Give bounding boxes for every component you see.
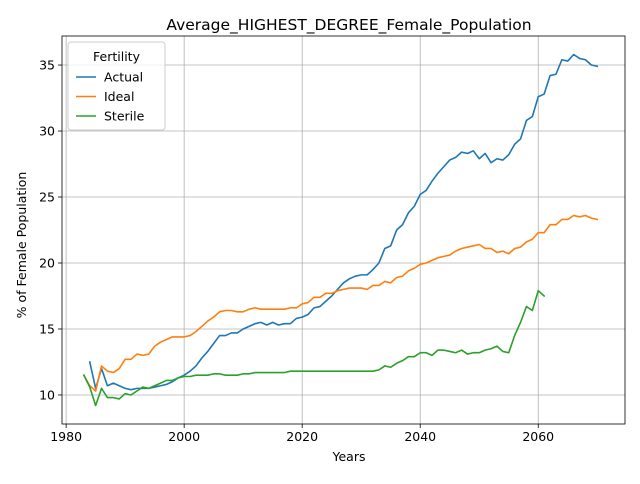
chart-title: Average_HIGHEST_DEGREE_Female_Population <box>166 16 531 35</box>
y-tick-label: 20 <box>39 255 55 270</box>
chart-legend: Fertility Actual Ideal Sterile <box>67 41 166 131</box>
x-tick-label: 1980 <box>50 429 82 444</box>
y-tick-label: 10 <box>39 387 55 402</box>
y-tick-label: 30 <box>39 124 55 139</box>
legend-title: Fertility <box>93 49 141 64</box>
y-axis-ticks: 10 15 20 25 30 35 <box>39 58 62 402</box>
x-tick-label: 2020 <box>286 429 318 444</box>
y-tick-label: 35 <box>39 58 55 73</box>
y-axis-label: % of Female Population <box>14 172 29 319</box>
legend-label-sterile: Sterile <box>104 109 145 124</box>
x-tick-label: 2000 <box>168 429 200 444</box>
x-axis-label: Years <box>332 449 366 464</box>
x-axis-ticks: 1980 2000 2020 2040 2060 <box>50 424 554 444</box>
legend-label-ideal: Ideal <box>104 89 134 104</box>
x-tick-label: 2040 <box>404 429 436 444</box>
series-lines <box>82 53 599 407</box>
series-line-actual <box>88 53 599 391</box>
plot-area-frame <box>61 35 626 425</box>
legend-label-actual: Actual <box>104 70 143 85</box>
x-tick-label: 2060 <box>522 429 554 444</box>
legend-box <box>67 41 166 131</box>
series-line-sterile <box>82 289 546 407</box>
series-line-ideal <box>82 214 599 392</box>
y-tick-label: 15 <box>39 321 55 336</box>
y-tick-label: 25 <box>39 190 55 205</box>
